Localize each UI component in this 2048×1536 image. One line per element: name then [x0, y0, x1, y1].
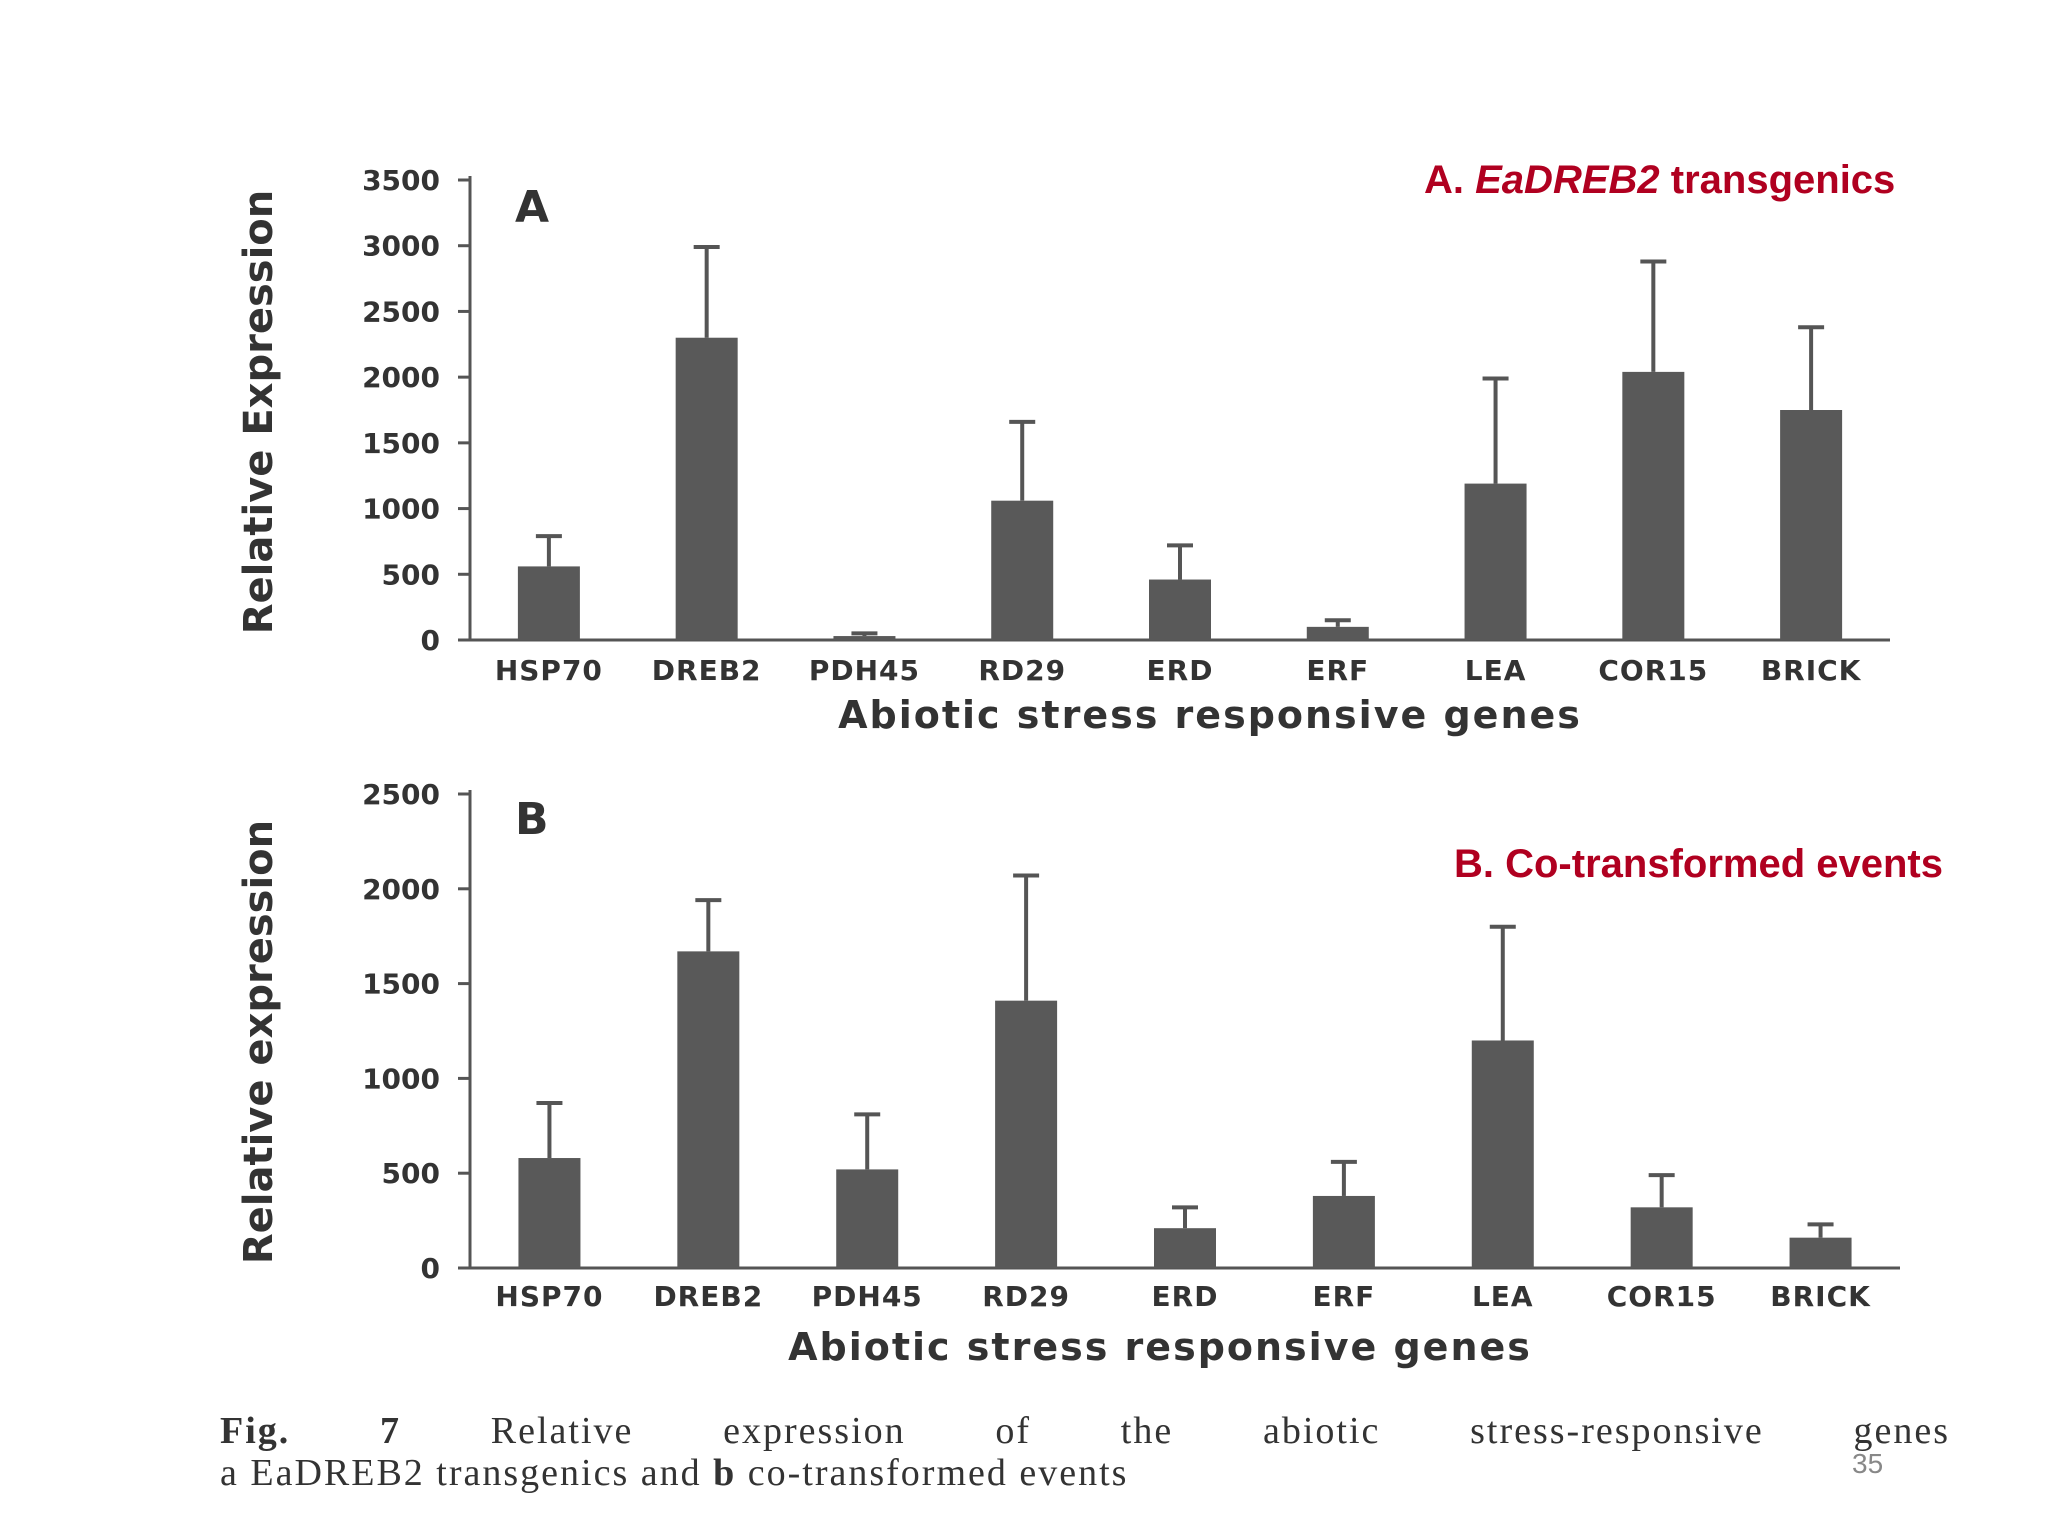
figure-caption: Fig. 7 Relative expression of the abioti… — [220, 1410, 1950, 1494]
chart-a-x-axis-title: Abiotic stress responsive genes — [838, 693, 1582, 737]
chart-a-bar-dreb2 — [675, 337, 738, 640]
chart-b-category-label: ERD — [1152, 1280, 1219, 1313]
chart-a-bar-erf — [1306, 626, 1369, 640]
chart-b-category-label: RD29 — [982, 1280, 1070, 1313]
caption-line-2-mid: EaDREB2 transgenics and — [250, 1452, 702, 1494]
chart-a-group: 0 500 1000 1500 2000 2500 3000 3500 Relative Exp… — [236, 164, 1890, 737]
chart-a-category-label: ERD — [1147, 654, 1214, 687]
chart-b-category-label: ERF — [1312, 1280, 1375, 1313]
chart-a-y-tick-label: 2500 — [362, 295, 440, 328]
chart-a-category-label: PDH45 — [809, 654, 920, 687]
chart-b-category-label: BRICK — [1770, 1280, 1871, 1313]
chart-a-category-label: LEA — [1465, 654, 1527, 687]
chart-a-category-label: HSP70 — [495, 654, 603, 687]
chart-a-y-tick-label: 3500 — [362, 164, 440, 197]
chart-a-category-label: COR15 — [1598, 654, 1708, 687]
panel-b-annotation: B. Co-transformed events — [1454, 842, 1943, 886]
chart-b-y-tick-label: 2000 — [362, 873, 440, 906]
chart-a-bar-pdh45 — [833, 636, 896, 640]
chart-b-y-tick-label: 1000 — [362, 1062, 440, 1095]
chart-b-bar-lea — [1471, 1040, 1534, 1268]
chart-b-bar-dreb2 — [677, 951, 740, 1268]
chart-a-y-tick-label: 1500 — [362, 427, 440, 460]
caption-fig-label: Fig. 7 — [220, 1410, 402, 1452]
chart-b-x-axis-title: Abiotic stress responsive genes — [788, 1325, 1532, 1369]
chart-b-y-tick-label: 1500 — [362, 968, 440, 1001]
chart-b-group: 0 500 1000 1500 2000 2500 Relative expression B… — [236, 778, 1900, 1369]
chart-b-category-label: COR15 — [1607, 1280, 1717, 1313]
chart-a-category-label: RD29 — [978, 654, 1066, 687]
chart-b-bar-rd29 — [995, 1000, 1058, 1268]
chart-b-panel-letter: B — [515, 794, 549, 845]
slide-page-number: 35 — [1852, 1448, 1884, 1479]
chart-a-y-tick-label: 2000 — [362, 361, 440, 394]
chart-a-bar-rd29 — [991, 500, 1054, 640]
chart-a-category-label: BRICK — [1761, 654, 1862, 687]
chart-a-y-tick-label: 0 — [421, 624, 440, 657]
chart-b-bar-hsp70 — [518, 1158, 581, 1268]
caption-letter-b: b — [713, 1452, 737, 1494]
chart-b-bar-cor15 — [1630, 1207, 1693, 1268]
annotation-a-prefix: A. — [1424, 158, 1464, 202]
caption-line-2: a EaDREB2 transgenics and b co-transform… — [220, 1452, 1950, 1494]
chart-a-y-tick-label: 500 — [382, 558, 440, 591]
chart-a-bar-brick — [1780, 410, 1843, 640]
chart-b-category-label: PDH45 — [812, 1280, 923, 1313]
chart-b-y-tick-label: 500 — [382, 1157, 440, 1190]
caption-letter-a: a — [220, 1452, 239, 1494]
annotation-a-suffix: transgenics — [1670, 158, 1896, 202]
chart-a-category-label: ERF — [1306, 654, 1369, 687]
chart-a-category-label: DREB2 — [652, 654, 762, 687]
chart-a-y-axis-title: Relative Expression — [236, 190, 282, 635]
chart-b-bar-brick — [1789, 1237, 1852, 1268]
chart-b-y-tick-label: 2500 — [362, 778, 440, 811]
chart-b-y-axis-title: Relative expression — [236, 820, 282, 1264]
chart-a-y-tick-label: 3000 — [362, 230, 440, 263]
chart-a-bar-cor15 — [1622, 371, 1685, 640]
chart-b-bar-erd — [1154, 1228, 1216, 1268]
caption-line-2-end: co-transformed events — [747, 1452, 1129, 1494]
chart-a-bar-lea — [1464, 483, 1527, 640]
chart-b-bar-erf — [1312, 1195, 1375, 1268]
chart-a-y-tick-label: 1000 — [362, 493, 440, 526]
chart-b-y-tick-label: 0 — [421, 1252, 440, 1285]
panel-a-annotation: A. EaDREB2 transgenics — [1424, 158, 1895, 203]
chart-b-category-label: HSP70 — [495, 1280, 603, 1313]
chart-a-panel-letter: A — [515, 182, 549, 233]
chart-b-category-label: LEA — [1472, 1280, 1534, 1313]
chart-b-bar-pdh45 — [836, 1169, 899, 1268]
caption-line-1: Fig. 7 Relative expression of the abioti… — [220, 1410, 1950, 1452]
chart-a-bar-hsp70 — [517, 566, 580, 640]
chart-b-category-label: DREB2 — [653, 1280, 763, 1313]
caption-line-1-text: Relative expression of the abiotic stres… — [490, 1410, 1950, 1452]
annotation-a-gene: EaDREB2 — [1475, 158, 1660, 202]
chart-a-bar-erd — [1149, 579, 1211, 640]
